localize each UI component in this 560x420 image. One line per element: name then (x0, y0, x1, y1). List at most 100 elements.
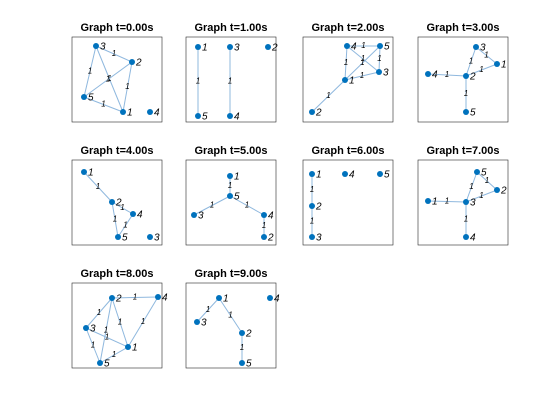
edge (465, 63, 498, 77)
edge-label: 1 (377, 54, 381, 63)
node-label: 1 (349, 76, 355, 87)
edge-label: 1 (228, 181, 232, 190)
edge-label: 1 (469, 57, 473, 66)
edge-label: 1 (91, 341, 95, 350)
edge (111, 296, 159, 299)
node (155, 294, 161, 300)
node (494, 61, 500, 67)
node (147, 109, 153, 115)
node-label: 1 (223, 294, 229, 305)
node-label: 2 (315, 108, 322, 119)
node (309, 109, 315, 115)
node (81, 169, 87, 175)
node-label: 5 (234, 192, 240, 203)
edge (83, 96, 124, 113)
node-label: 2 (469, 72, 476, 83)
node-label: 2 (315, 202, 322, 213)
node (261, 212, 267, 218)
edge-label: 1 (97, 308, 101, 317)
edge-label: 1 (445, 70, 449, 79)
node-label: 3 (100, 42, 106, 53)
edge (346, 45, 380, 73)
edge (344, 71, 380, 81)
edge (344, 45, 348, 81)
edge-label: 1 (196, 77, 200, 86)
edge (427, 73, 467, 77)
edge-label: 1 (240, 343, 244, 352)
edge-label: 1 (310, 185, 314, 194)
edge-label: 1 (464, 89, 468, 98)
edge-label: 1 (206, 305, 210, 314)
edge-label: 1 (361, 54, 365, 63)
node-label: 4 (234, 112, 240, 123)
node-label: 5 (384, 170, 390, 181)
node (195, 44, 201, 50)
node (227, 44, 233, 50)
edge-label: 1 (262, 221, 266, 230)
edge-label: 1 (360, 71, 364, 80)
edge (378, 45, 381, 73)
edge (117, 213, 134, 238)
edge-label: 1 (113, 215, 117, 224)
node-label: 5 (88, 93, 94, 104)
node-label: 1 (88, 168, 94, 179)
edge (83, 45, 97, 98)
node-label: 5 (104, 359, 110, 370)
edge-label: 1 (133, 293, 137, 302)
node-label: 3 (480, 43, 486, 54)
node (342, 77, 348, 83)
edge-label: 1 (118, 318, 122, 327)
edge (85, 327, 129, 348)
edge-label: 1 (484, 51, 488, 60)
node-label: 5 (481, 168, 487, 179)
edge (111, 201, 134, 215)
graph-title: Graph t=9.00s (194, 268, 267, 280)
node (191, 212, 197, 218)
graph-title: Graph t=8.00s (80, 268, 153, 280)
edge (111, 297, 129, 348)
edge (218, 297, 243, 334)
edge-label: 1 (104, 326, 108, 335)
node-label: 3 (198, 211, 204, 222)
edge-label: 1 (485, 176, 489, 185)
node (267, 295, 273, 301)
edge (95, 45, 133, 63)
node-label: 2 (115, 198, 122, 209)
edge (83, 61, 133, 98)
node-label: 4 (351, 42, 357, 53)
node (93, 43, 99, 49)
node (97, 360, 103, 366)
edge-label: 1 (464, 215, 468, 224)
edge-label: 1 (228, 311, 232, 320)
node-label: 5 (470, 108, 476, 119)
node-label: 1 (316, 170, 322, 181)
edge (99, 346, 129, 364)
node (227, 173, 233, 179)
edge (465, 189, 498, 203)
node (425, 71, 431, 77)
node (463, 109, 469, 115)
node-label: 5 (246, 359, 252, 370)
node-label: 4 (137, 210, 143, 221)
edge-label: 1 (344, 58, 348, 67)
edge (83, 171, 113, 203)
axes-box (71, 36, 163, 123)
edge-label: 1 (228, 77, 232, 86)
axes-box (185, 36, 277, 123)
node (261, 234, 267, 240)
graph-title: Graph t=4.00s (80, 145, 153, 157)
node-label: 3 (154, 233, 160, 244)
node-label: 2 (500, 186, 507, 197)
node (109, 295, 115, 301)
graph-title: Graph t=6.00s (311, 145, 384, 157)
node (125, 344, 131, 350)
edge-label: 1 (310, 217, 314, 226)
node-label: 4 (432, 70, 438, 81)
node-label: 5 (202, 112, 208, 123)
node (83, 325, 89, 331)
node-label: 2 (267, 233, 274, 244)
edge-label: 1 (360, 58, 364, 67)
graph-title: Graph t=7.00s (426, 145, 499, 157)
node-label: 3 (316, 233, 322, 244)
node (81, 94, 87, 100)
